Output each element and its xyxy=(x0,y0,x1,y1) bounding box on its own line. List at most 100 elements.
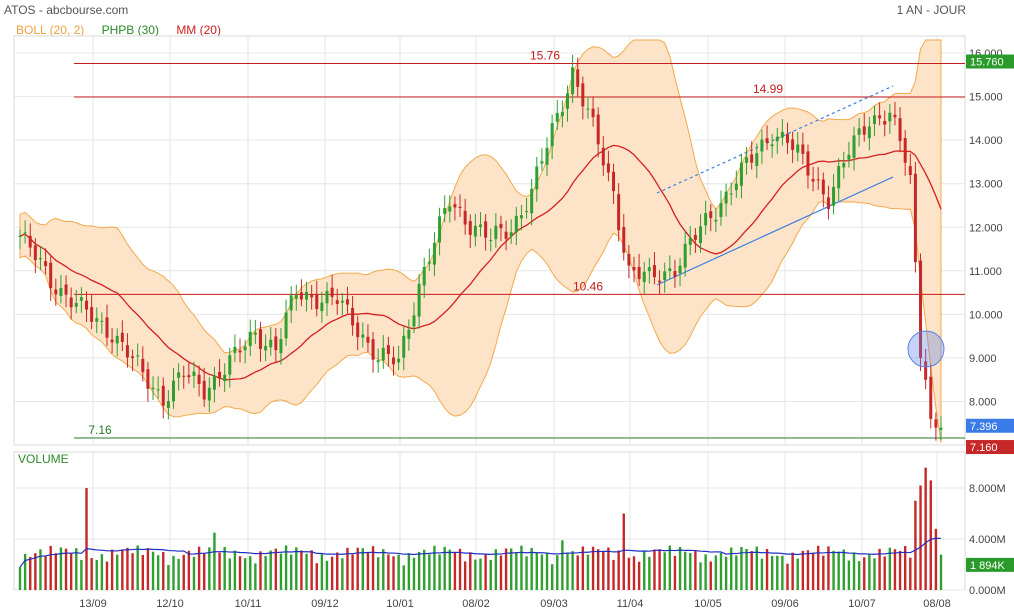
x-tick-label: 10/05 xyxy=(694,598,722,610)
volume-bar xyxy=(878,548,881,590)
volume-bar xyxy=(203,553,206,590)
candle-body xyxy=(340,300,344,303)
candle-body xyxy=(212,375,216,390)
candle-body xyxy=(525,211,529,213)
candle-body xyxy=(801,144,805,154)
candle-body xyxy=(54,289,58,295)
highlight-circle xyxy=(907,330,945,368)
volume-bar xyxy=(80,559,83,590)
volume-bar xyxy=(914,500,917,590)
candle-body xyxy=(565,93,569,109)
volume-bar xyxy=(714,555,718,590)
candle-body xyxy=(443,208,447,215)
candle-body xyxy=(238,350,242,353)
volume-bar xyxy=(453,552,457,590)
volume-bar xyxy=(177,558,180,590)
volume-bar xyxy=(458,548,462,590)
indicator-legend: BOLL (20, 2) PHPB (30) MM (20) xyxy=(16,23,235,37)
candle-body xyxy=(335,300,339,304)
volume-bar xyxy=(126,547,129,590)
volume-bar xyxy=(151,551,155,590)
x-tick-label: 08/08 xyxy=(923,598,951,610)
volume-bar xyxy=(668,545,672,590)
price-tag xyxy=(966,54,1014,69)
volume-bar xyxy=(740,546,743,590)
volume-bar xyxy=(376,557,380,590)
volume-bar xyxy=(678,546,682,590)
volume-bar xyxy=(586,554,590,590)
candle-body xyxy=(888,112,892,122)
candle-body xyxy=(397,358,401,363)
candle-body xyxy=(617,194,621,231)
volume-bar xyxy=(898,550,902,590)
candle-body xyxy=(156,389,160,391)
price-tag xyxy=(966,440,1014,455)
volume-bar xyxy=(663,552,666,590)
candle-body xyxy=(499,223,503,229)
candle-body xyxy=(177,372,181,378)
candle-body xyxy=(192,371,196,376)
candle-body xyxy=(197,374,201,384)
volume-bar xyxy=(29,556,32,590)
volume-bar xyxy=(54,553,58,590)
volume-bar xyxy=(75,548,78,590)
candle-body xyxy=(125,345,129,358)
volume-bar xyxy=(648,556,651,590)
volume-bar xyxy=(479,558,482,590)
x-tick-label: 13/09 xyxy=(79,598,107,610)
volume-bar xyxy=(341,558,344,590)
candle-body xyxy=(320,302,324,312)
volume-bar xyxy=(909,557,912,590)
price-frame xyxy=(13,35,966,446)
candle-body xyxy=(576,69,580,87)
volume-bar xyxy=(366,552,370,590)
candle-body xyxy=(514,215,518,233)
candle-body xyxy=(427,261,431,264)
candle-body xyxy=(38,258,42,260)
volume-bar xyxy=(121,549,124,590)
candle-body xyxy=(69,297,73,308)
candle-body xyxy=(49,262,53,289)
volume-bar xyxy=(49,545,52,590)
candle-body xyxy=(361,334,365,338)
volume-bar xyxy=(760,558,764,590)
volume-bar xyxy=(576,555,579,590)
candle-body xyxy=(560,111,564,117)
candle-body xyxy=(412,315,416,327)
candle-body xyxy=(878,115,882,119)
volume-average-line xyxy=(19,537,942,568)
candle-body xyxy=(509,232,513,237)
volume-bar xyxy=(146,548,150,590)
volume-bar xyxy=(535,552,538,590)
candle-body xyxy=(105,317,109,338)
resistance-trendline xyxy=(656,85,894,194)
level-label: 10.46 xyxy=(573,279,603,293)
volume-bar xyxy=(44,555,47,590)
candle-body xyxy=(550,123,554,147)
candle-body xyxy=(647,267,651,272)
volume-label: VOLUME xyxy=(18,452,69,466)
volume-bar xyxy=(591,546,595,590)
candle-body xyxy=(893,114,897,118)
candle-body xyxy=(862,126,866,135)
volume-bar xyxy=(162,552,165,590)
level-label: 14.99 xyxy=(753,82,783,96)
volume-bar xyxy=(310,550,313,590)
volume-bar xyxy=(796,558,799,590)
volume-bar xyxy=(694,551,697,590)
volume-bar xyxy=(612,559,615,590)
price-tag xyxy=(966,418,1014,433)
volume-bar xyxy=(637,561,641,590)
candle-body xyxy=(243,346,247,351)
volume-bar xyxy=(187,550,191,590)
volume-bar xyxy=(116,554,119,590)
candle-body xyxy=(519,215,523,219)
volume-bar xyxy=(289,554,293,590)
y-tick-label: 14.000 xyxy=(969,135,1003,147)
volume-bar xyxy=(765,548,769,590)
volume-bar xyxy=(34,553,37,590)
candle-body xyxy=(422,267,426,286)
candle-body xyxy=(463,210,467,225)
candle-body xyxy=(218,371,222,379)
candle-body xyxy=(371,339,375,360)
